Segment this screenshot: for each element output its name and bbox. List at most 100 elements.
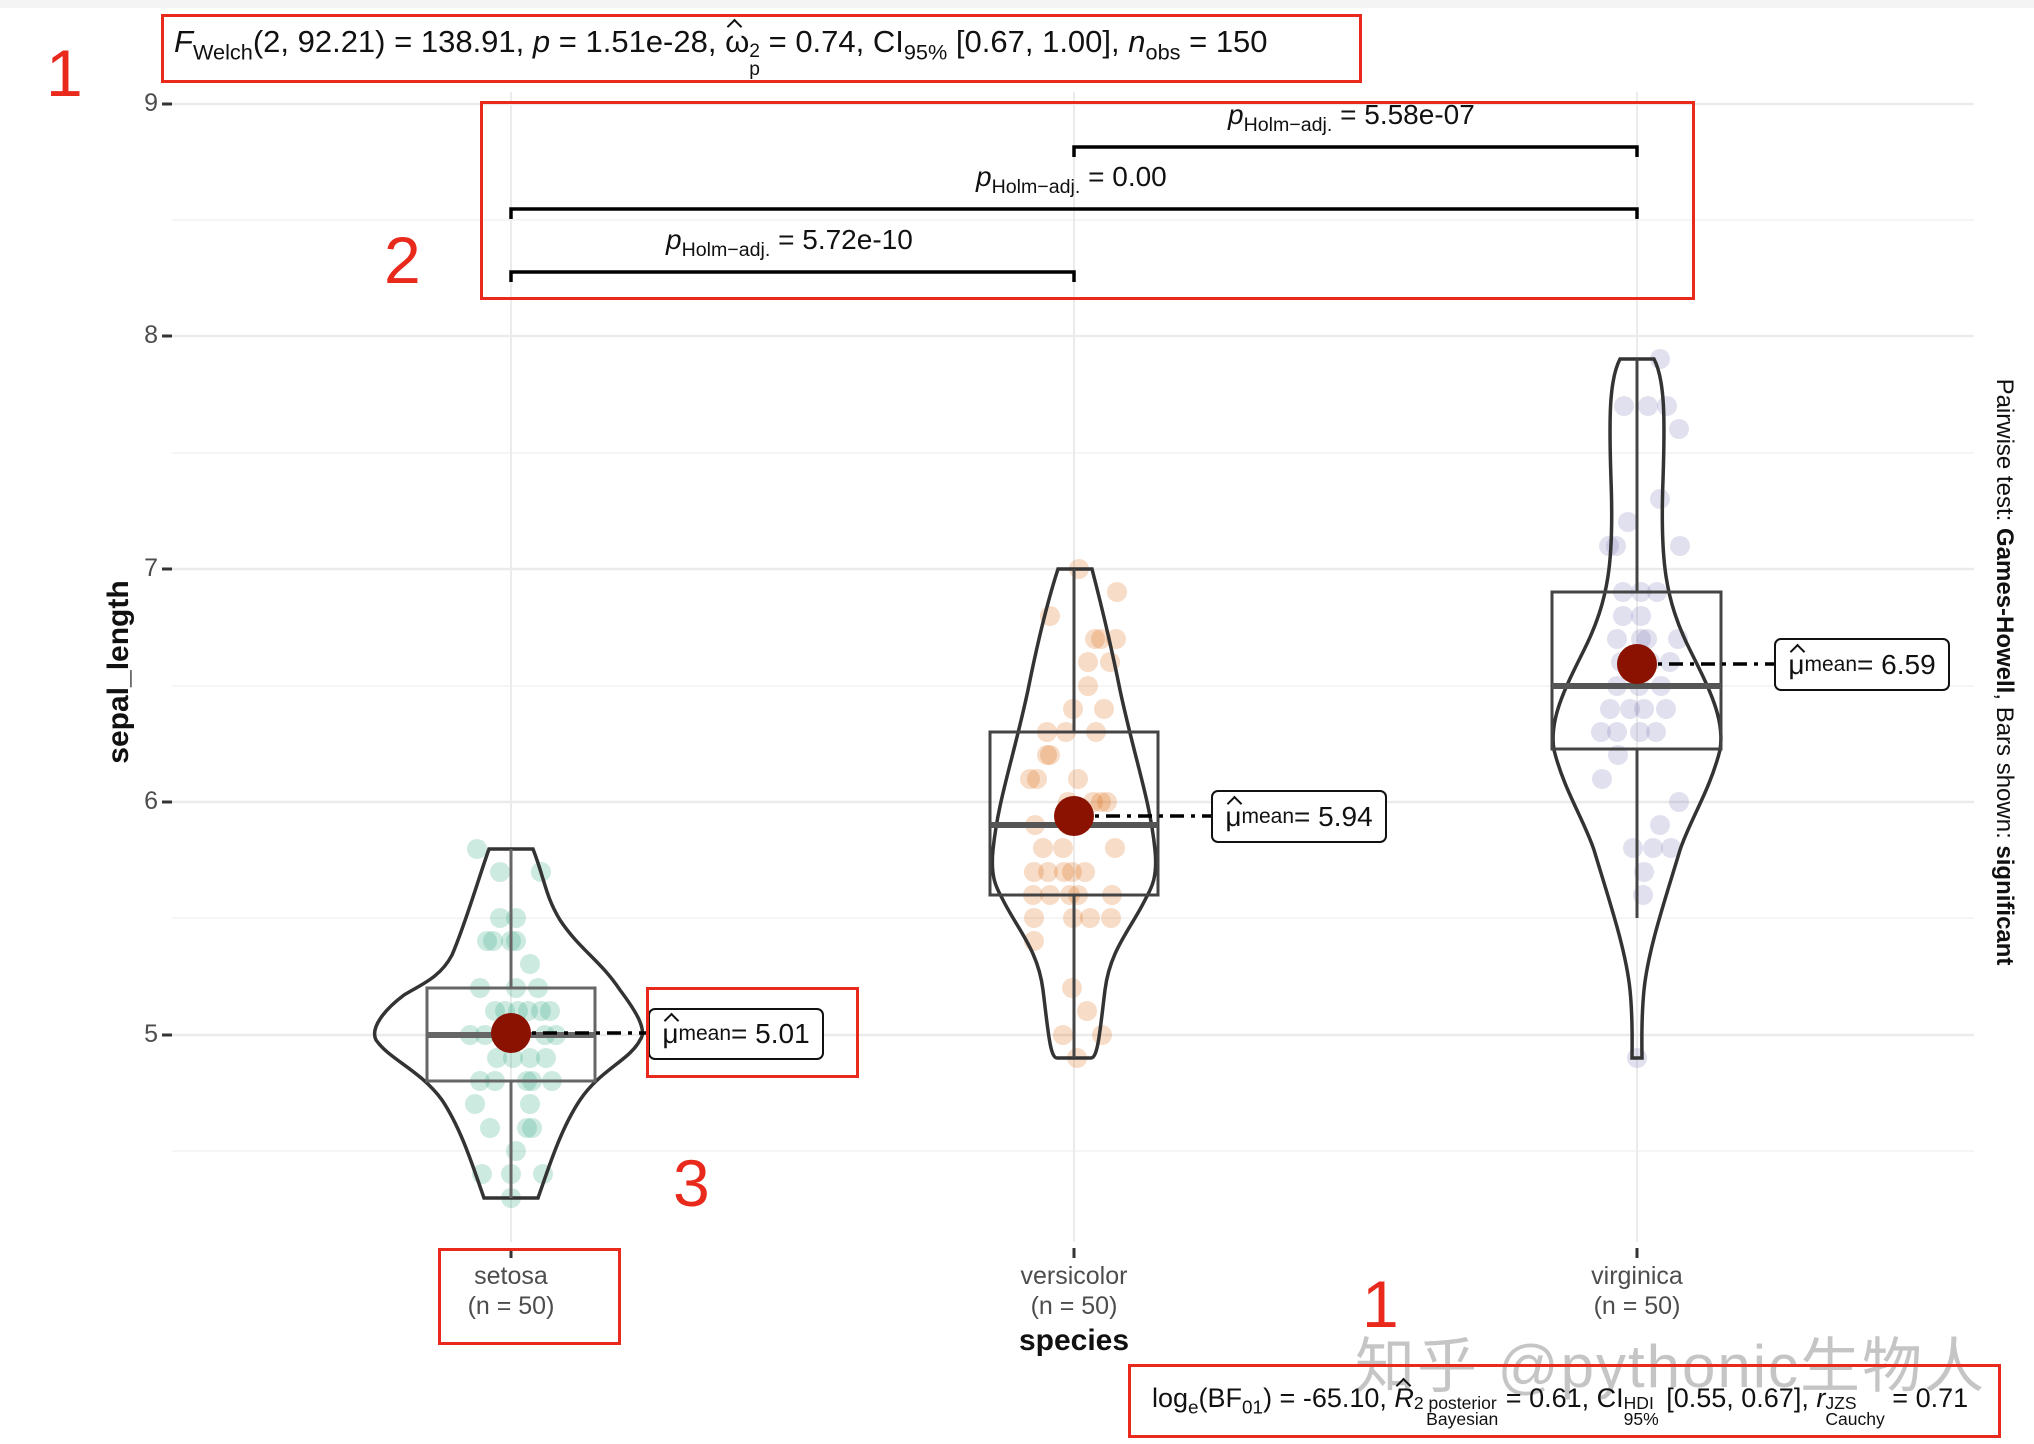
- annotation-number-2: 2: [384, 223, 421, 297]
- x-ticks: [509, 1248, 1639, 1258]
- pairwise-label-setosa-versicolor: pHolm−adj. = 5.72e-10: [666, 224, 913, 262]
- r2-sup: 2 posterior: [1413, 1392, 1497, 1413]
- annotation-box-setosa-label: [438, 1248, 621, 1345]
- f-subscript: Welch: [192, 39, 253, 65]
- annotation-box-header: [161, 14, 1362, 83]
- mu-symbol: μ: [662, 1018, 679, 1049]
- annotation-number-1-bottom: 1: [1362, 1267, 1399, 1341]
- r2-sub: Bayesian: [1426, 1409, 1499, 1430]
- x-label-virginica: virginica (n = 50): [1537, 1261, 1737, 1321]
- p-value: = 5.58e-07: [1332, 99, 1475, 130]
- header-stats: FWelch(2, 92.21) = 138.91, p = 1.51e-28,…: [174, 24, 1268, 79]
- y-tick-9: 9: [144, 89, 158, 117]
- y-tick-6: 6: [144, 787, 158, 815]
- p-subscript: Holm−adj.: [991, 175, 1081, 198]
- p-symbol: p: [1228, 99, 1244, 130]
- ci-sub: 95%: [1623, 1409, 1659, 1430]
- annotation-box-footer: [1128, 1364, 2001, 1438]
- f-symbol: F: [174, 24, 193, 59]
- mu-symbol: μ: [1788, 648, 1805, 680]
- y-tick-7: 7: [144, 554, 158, 582]
- annotation-number-1-top: 1: [46, 36, 83, 110]
- y-tick-5: 5: [144, 1020, 158, 1048]
- annotation-box-pairwise: [480, 101, 1695, 300]
- r-cauchy-value: = 0.71: [1884, 1383, 1969, 1413]
- side-caption-prefix: Pairwise test:: [1991, 378, 2018, 528]
- annotation-box-mean: [646, 987, 859, 1078]
- ci-sup: HDI: [1623, 1392, 1654, 1413]
- n-value: = 150: [1180, 24, 1268, 59]
- log-subscript: e: [1188, 1397, 1199, 1419]
- p-subscript: Holm−adj.: [681, 238, 771, 261]
- side-caption: Pairwise test: Games-Howell, Bars shown:…: [1990, 379, 2018, 966]
- mean-subscript: mean: [1804, 652, 1858, 676]
- r2-scripts: 2 posterior Bayesian: [1413, 1392, 1499, 1430]
- n-subscript: obs: [1145, 39, 1181, 65]
- mean-value: = 6.59: [1857, 648, 1936, 680]
- r-cauchy-symbol: r: [1816, 1383, 1826, 1413]
- group-name: setosa: [474, 1262, 548, 1290]
- omega-symbol: ω: [725, 24, 749, 60]
- side-caption-test: Games-Howell: [1991, 527, 2018, 694]
- r-cauchy-sub: Cauchy: [1825, 1409, 1885, 1430]
- mean-subscript: mean: [678, 1022, 732, 1045]
- group-count: (n = 50): [467, 1292, 555, 1320]
- setosa-mean-point: [491, 1013, 531, 1053]
- versicolor-mean-point: [1054, 796, 1094, 836]
- virginica-mean-point: [1617, 644, 1657, 684]
- y-axis-title: sepal_length: [102, 580, 135, 764]
- omega-sub: p: [749, 59, 760, 81]
- p-value: = 5.72e-10: [770, 224, 913, 255]
- p-symbol: p: [532, 24, 551, 59]
- mean-label-versicolor: μ mean = 5.94: [1211, 790, 1387, 843]
- virginica-points: [1591, 349, 1690, 1068]
- ci-scripts: HDI 95%: [1623, 1392, 1659, 1430]
- ci-value: [0.67, 1.00],: [947, 24, 1129, 59]
- bf-text: (BF: [1198, 1383, 1243, 1413]
- group-name: versicolor: [1020, 1262, 1128, 1290]
- mu-symbol: μ: [1225, 800, 1242, 832]
- y-tick-8: 8: [144, 321, 158, 349]
- y-ticks: [162, 102, 172, 1037]
- ci-value: [0.55, 0.67],: [1658, 1383, 1817, 1413]
- r2-symbol: R: [1394, 1383, 1414, 1413]
- x-label-setosa: setosa (n = 50): [411, 1261, 611, 1321]
- r-cauchy-sup: JZS: [1825, 1392, 1857, 1413]
- mean-label-virginica: μ mean = 6.59: [1774, 638, 1950, 691]
- annotation-number-3: 3: [673, 1146, 710, 1220]
- n-symbol: n: [1128, 24, 1146, 59]
- group-count: (n = 50): [1030, 1292, 1118, 1320]
- mean-value: = 5.94: [1294, 800, 1373, 832]
- side-caption-bars: significant: [1991, 845, 2018, 966]
- bf-value: ) = -65.10,: [1263, 1383, 1395, 1413]
- mean-label-setosa: μ mean = 5.01: [648, 1008, 824, 1060]
- log-text: log: [1152, 1383, 1189, 1413]
- f-value: = 138.91,: [385, 24, 533, 59]
- side-caption-mid: , Bars shown:: [1991, 693, 2018, 846]
- pairwise-brackets: [509, 145, 1639, 282]
- group-name: virginica: [1591, 1262, 1683, 1290]
- x-axis-title: species: [1018, 1324, 1130, 1357]
- degrees-of-freedom: (2, 92.21): [252, 24, 386, 59]
- r2-value: = 0.61, CI: [1498, 1383, 1624, 1413]
- versicolor-points: [1020, 559, 1127, 1068]
- virginica-boxplot: [1550, 359, 1723, 918]
- group-count: (n = 50): [1593, 1292, 1681, 1320]
- p-symbol: p: [666, 224, 682, 255]
- versicolor-violin: [990, 567, 1158, 1060]
- omega-value: = 0.74, CI: [759, 24, 904, 59]
- mean-value: = 5.01: [731, 1018, 810, 1049]
- omega-sup: 2: [749, 40, 760, 62]
- p-symbol: p: [976, 161, 992, 192]
- pairwise-label-setosa-virginica: pHolm−adj. = 0.00: [976, 161, 1167, 199]
- pairwise-label-versicolor-virginica: pHolm−adj. = 5.58e-07: [1228, 99, 1475, 137]
- p-value: = 0.00: [1080, 161, 1167, 192]
- p-subscript: Holm−adj.: [1243, 113, 1333, 136]
- virginica-violin: [1551, 357, 1723, 1060]
- x-label-versicolor: versicolor (n = 50): [974, 1261, 1174, 1321]
- r-cauchy-scripts: JZS Cauchy: [1825, 1392, 1885, 1430]
- bf-subscript: 01: [1242, 1397, 1264, 1419]
